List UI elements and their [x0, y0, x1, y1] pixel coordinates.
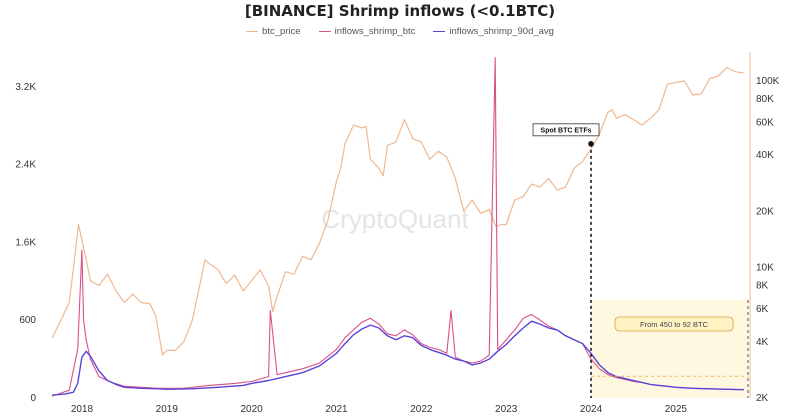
annotation-layer: Spot BTC ETFs From 450 to 92 BTC — [532, 123, 749, 398]
y-left-tick-label: 1.6K — [15, 237, 36, 248]
y-right-tick-label: 8K — [756, 281, 769, 292]
x-tick-label: 2021 — [325, 404, 348, 415]
legend-swatch-btc-price — [246, 31, 259, 32]
y-right-tick-label: 20K — [756, 206, 774, 217]
series-line-btc-price — [51, 66, 744, 356]
y-right-tick-label: 6K — [756, 304, 769, 315]
y-right-tick-label: 100K — [756, 76, 780, 87]
highlight-label: From 450 to 92 BTC — [640, 320, 709, 329]
x-tick-label: 2020 — [241, 404, 264, 415]
x-tick-label: 2018 — [71, 404, 94, 415]
chart-legend: btc_price inflows_shrimp_btc inflows_shr… — [0, 26, 800, 37]
legend-swatch-inflows-shrimp-90d-avg — [433, 31, 446, 32]
series-line-inflows-shrimp-btc — [52, 57, 744, 397]
y-right-tick-label: 2K — [756, 393, 769, 404]
x-tick-label: 2023 — [495, 404, 518, 415]
y-left-tick-label: 0 — [30, 393, 36, 404]
y-left-tick-label: 3.2K — [15, 82, 36, 93]
etf-label: Spot BTC ETFs — [541, 127, 592, 134]
highlight-region — [591, 300, 748, 398]
x-tick-label: 2022 — [410, 404, 433, 415]
etf-label-box — [532, 123, 600, 137]
y-right-tick-label: 10K — [756, 263, 774, 274]
legend-item-btc-price[interactable]: btc_price — [246, 26, 301, 37]
legend-item-inflows-shrimp-btc[interactable]: inflows_shrimp_btc — [318, 26, 416, 37]
legend-item-inflows-shrimp-90d-avg[interactable]: inflows_shrimp_90d_avg — [433, 26, 554, 37]
x-tick-label: 2019 — [156, 404, 179, 415]
watermark: CryptoQuant — [321, 204, 469, 234]
x-tick-label: 2024 — [580, 404, 603, 415]
legend-label-inflows-shrimp-btc: inflows_shrimp_btc — [334, 26, 416, 37]
etf-marker-dot — [588, 141, 594, 147]
y-right-tick-label: 4K — [756, 337, 769, 348]
legend-label-btc-price: btc_price — [262, 26, 301, 37]
y-left-tick-label: 600 — [19, 315, 36, 326]
y-right-tick-label: 40K — [756, 150, 774, 161]
x-tick-label: 2025 — [665, 404, 688, 415]
legend-label-inflows-shrimp-90d-avg: inflows_shrimp_90d_avg — [449, 26, 554, 37]
y-right-tick-label: 80K — [756, 94, 774, 105]
highlight-label-box — [614, 316, 734, 332]
highlight-layer — [591, 300, 748, 398]
y-right-tick-label: 60K — [756, 117, 774, 128]
axis-layer: 0 600 1.6K 2.4K 3.2K 2K 4K 6K 8K 10K 20K 40K 60K 80K 1… — [15, 52, 780, 415]
legend-swatch-inflows-shrimp-btc — [318, 31, 331, 32]
y-left-tick-label: 2.4K — [15, 160, 36, 171]
chart-title: [BINANCE] Shrimp inflows (<0.1BTC) — [244, 2, 556, 20]
